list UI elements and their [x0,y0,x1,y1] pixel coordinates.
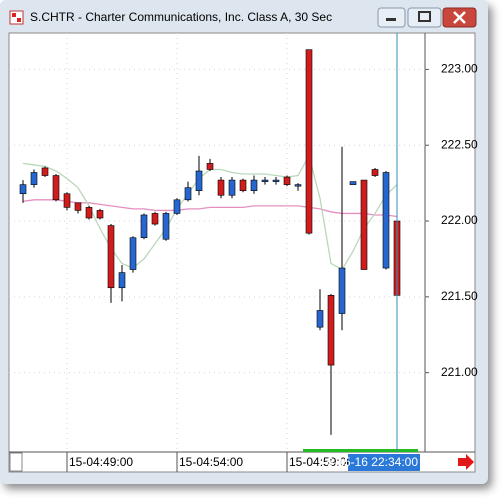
app-icon-part [17,18,21,22]
candle-body [382,172,390,269]
candle-body [316,310,324,328]
session-bar [303,449,418,452]
candle-body [371,169,379,176]
candle-body [228,179,236,196]
candle-body [107,225,115,289]
candle-body [96,210,104,219]
candle-body [305,49,313,234]
corner-box[interactable] [9,452,23,472]
candle-body [173,199,181,214]
window: S.CHTR - Charter Communications, Inc. Cl… [0,0,488,484]
x-tick-label: 15-04:49:00 [69,455,133,469]
candle-body [195,170,203,192]
candle-body [52,175,60,201]
y-tick-label: 221.50 [441,289,478,303]
candle-body [272,179,280,182]
candle-body [206,163,214,170]
candle-body [41,167,49,176]
x-tick-label: 15-04:59:00 [289,455,353,469]
candle-body [283,176,291,185]
candle-body [19,184,27,195]
app-icon-part [12,13,16,17]
close-button[interactable] [442,7,477,28]
candle-body [140,214,148,239]
maximize-button[interactable] [407,7,442,28]
candle-body [250,179,258,192]
candle-body [349,181,357,185]
candle-body [338,267,346,314]
y-tick-label: 223.00 [441,62,478,76]
candle-body [360,179,368,270]
candle-body [85,207,93,219]
candle-body [327,295,335,366]
candle-body [118,272,126,289]
crosshair-label-box [348,454,420,471]
candle-body [261,179,269,182]
scroll-arrow[interactable] [458,454,474,470]
y-tick-label: 221.00 [441,365,478,379]
crosshair-label: 6-15-16 22:34:00 [327,455,419,469]
candle-body [151,213,159,225]
window-title: S.CHTR - Charter Communications, Inc. Cl… [30,10,332,24]
candle-body [162,213,170,240]
candle-body [184,187,192,201]
candle-body [30,172,38,185]
y-tick-label: 222.00 [441,213,478,227]
app-icon [9,10,24,25]
plot-area: 221.00 221.50 222.00 222.50 223.00 15-04:49:0… [9,33,478,472]
minimize-button[interactable] [377,7,406,28]
candle-body [294,184,302,187]
y-tick-label: 222.50 [441,137,478,151]
candle-body [217,179,225,196]
overlay-line [22,199,398,218]
candle-body [129,237,137,270]
candle-body [74,202,82,211]
chart-frame [8,32,476,473]
x-tick-label: 15-04:54:00 [179,455,243,469]
candle-body [63,193,71,208]
candle-body [239,179,247,192]
